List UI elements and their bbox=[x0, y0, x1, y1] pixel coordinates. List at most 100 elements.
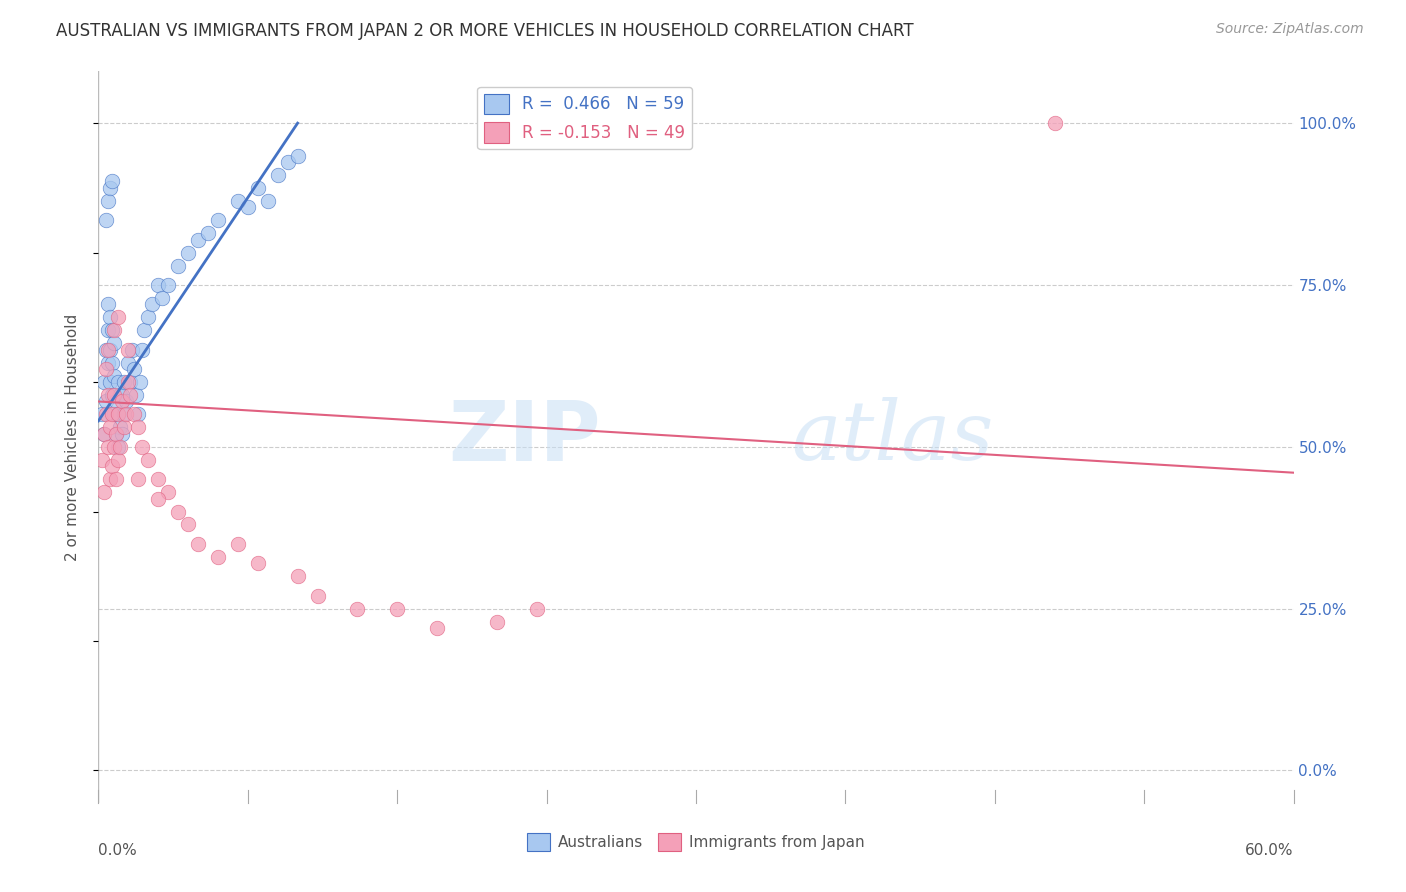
Point bbox=[207, 549, 229, 564]
Point bbox=[148, 277, 170, 292]
Point bbox=[91, 408, 114, 422]
Point bbox=[134, 323, 156, 337]
Point bbox=[97, 388, 120, 402]
Point bbox=[127, 420, 149, 434]
Point bbox=[287, 569, 309, 583]
Point bbox=[526, 601, 548, 615]
Point bbox=[101, 356, 124, 370]
Point bbox=[148, 472, 170, 486]
Point bbox=[141, 297, 163, 311]
Point bbox=[111, 394, 134, 409]
Point bbox=[112, 408, 135, 422]
Point bbox=[136, 452, 159, 467]
Point bbox=[267, 168, 290, 182]
Point bbox=[120, 375, 142, 389]
Point bbox=[97, 356, 120, 370]
Point bbox=[101, 408, 124, 422]
Point bbox=[115, 394, 138, 409]
Text: 60.0%: 60.0% bbox=[1246, 843, 1294, 858]
Point bbox=[167, 504, 190, 518]
Y-axis label: 2 or more Vehicles in Household: 2 or more Vehicles in Household bbox=[65, 313, 80, 561]
Point bbox=[256, 194, 278, 208]
Point bbox=[157, 485, 180, 500]
Point bbox=[93, 426, 115, 441]
Point bbox=[110, 420, 132, 434]
Point bbox=[98, 343, 122, 357]
Point bbox=[98, 420, 122, 434]
Point bbox=[105, 394, 128, 409]
Point bbox=[101, 388, 124, 402]
Text: 0.0%: 0.0% bbox=[98, 843, 138, 858]
Point bbox=[177, 517, 200, 532]
Point bbox=[103, 408, 125, 422]
Point bbox=[124, 362, 146, 376]
Point bbox=[107, 452, 129, 467]
Point bbox=[98, 310, 122, 325]
Point bbox=[107, 408, 129, 422]
Point bbox=[150, 291, 173, 305]
Point bbox=[246, 557, 269, 571]
Point bbox=[426, 621, 449, 635]
Point bbox=[107, 310, 129, 325]
Text: AUSTRALIAN VS IMMIGRANTS FROM JAPAN 2 OR MORE VEHICLES IN HOUSEHOLD CORRELATION : AUSTRALIAN VS IMMIGRANTS FROM JAPAN 2 OR… bbox=[56, 22, 914, 40]
Point bbox=[103, 368, 125, 383]
Point bbox=[93, 426, 115, 441]
Point bbox=[187, 537, 209, 551]
Point bbox=[98, 375, 122, 389]
Point bbox=[287, 148, 309, 162]
Point bbox=[97, 440, 120, 454]
Point bbox=[105, 426, 128, 441]
Point bbox=[105, 472, 128, 486]
Point bbox=[97, 194, 120, 208]
Point bbox=[131, 343, 153, 357]
Point bbox=[97, 323, 120, 337]
Point bbox=[96, 362, 118, 376]
Point bbox=[101, 459, 124, 474]
Point bbox=[107, 408, 129, 422]
Point bbox=[110, 440, 132, 454]
Point bbox=[112, 420, 135, 434]
Point bbox=[125, 388, 148, 402]
Point bbox=[93, 375, 115, 389]
Point bbox=[117, 375, 139, 389]
Point bbox=[226, 194, 249, 208]
Point bbox=[93, 485, 115, 500]
Point bbox=[103, 440, 125, 454]
Point bbox=[121, 343, 143, 357]
Point bbox=[96, 213, 118, 227]
Point bbox=[167, 259, 190, 273]
Text: atlas: atlas bbox=[792, 397, 994, 477]
Legend: Australians, Immigrants from Japan: Australians, Immigrants from Japan bbox=[522, 827, 870, 857]
Point bbox=[136, 310, 159, 325]
Point bbox=[197, 226, 219, 240]
Point bbox=[485, 615, 508, 629]
Point bbox=[226, 537, 249, 551]
Point bbox=[115, 408, 138, 422]
Point bbox=[101, 323, 124, 337]
Point bbox=[98, 472, 122, 486]
Point bbox=[117, 356, 139, 370]
Point bbox=[127, 472, 149, 486]
Point bbox=[187, 233, 209, 247]
Text: Source: ZipAtlas.com: Source: ZipAtlas.com bbox=[1216, 22, 1364, 37]
Point bbox=[346, 601, 368, 615]
Point bbox=[103, 388, 125, 402]
Point bbox=[236, 200, 259, 214]
Point bbox=[105, 426, 128, 441]
Point bbox=[107, 375, 129, 389]
Point bbox=[96, 343, 118, 357]
Point bbox=[97, 343, 120, 357]
Point bbox=[117, 343, 139, 357]
Point bbox=[127, 408, 149, 422]
Point bbox=[101, 174, 124, 188]
Point bbox=[207, 213, 229, 227]
Point bbox=[91, 452, 114, 467]
Point bbox=[110, 388, 132, 402]
Point bbox=[131, 440, 153, 454]
Point bbox=[124, 408, 146, 422]
Point bbox=[148, 491, 170, 506]
Point bbox=[98, 181, 122, 195]
Point bbox=[307, 589, 329, 603]
Point bbox=[111, 388, 134, 402]
Point bbox=[97, 297, 120, 311]
